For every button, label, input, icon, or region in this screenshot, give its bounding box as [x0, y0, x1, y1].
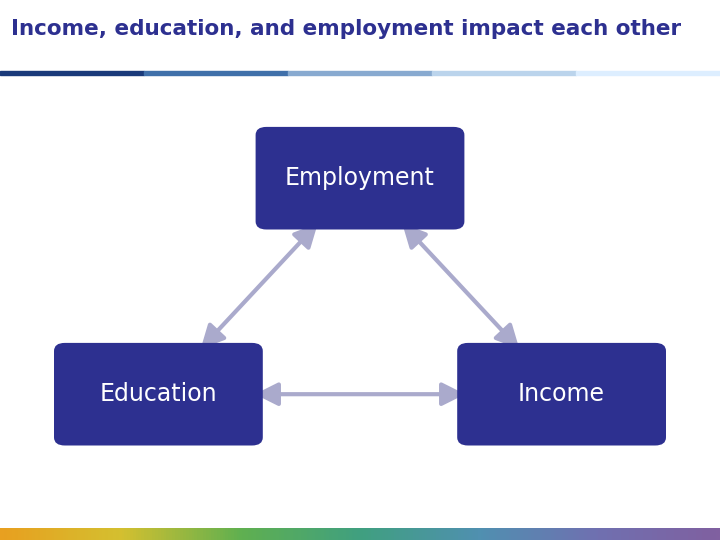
FancyBboxPatch shape	[457, 343, 666, 445]
Bar	[576, 71, 720, 75]
FancyBboxPatch shape	[256, 127, 464, 230]
Text: Income: Income	[518, 382, 605, 406]
Bar	[144, 71, 288, 75]
Bar	[0, 71, 144, 75]
FancyBboxPatch shape	[54, 343, 263, 445]
Bar	[432, 71, 576, 75]
Text: Income, education, and employment impact each other: Income, education, and employment impact…	[11, 19, 681, 39]
Bar	[288, 71, 432, 75]
Text: Employment: Employment	[285, 166, 435, 190]
Text: Education: Education	[99, 382, 217, 406]
